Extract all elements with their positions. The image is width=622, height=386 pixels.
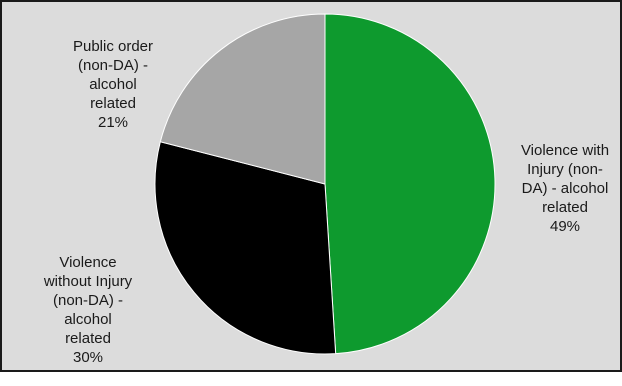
pie-slice-1 — [154, 141, 337, 355]
pie-slice-2 — [159, 13, 326, 185]
slice-label-public-order: Public order (non-DA) - alcohol related … — [54, 18, 172, 151]
slice-percent: 49% — [549, 218, 581, 235]
pie-slice-0 — [324, 13, 496, 355]
slice-label-text: Violence without Injury (non-DA) - alcoh… — [43, 254, 133, 347]
slice-percent: 30% — [72, 349, 104, 366]
slice-label-violence-with-injury: Violence with Injury (non- DA) - alcohol… — [508, 122, 622, 255]
pie-chart — [154, 13, 496, 355]
chart-area: Public order (non-DA) - alcohol related … — [0, 0, 622, 372]
slice-percent: 21% — [97, 114, 129, 131]
slice-label-text: Public order (non-DA) - alcohol related — [72, 38, 154, 112]
slice-label-text: Violence with Injury (non- DA) - alcohol… — [520, 142, 610, 216]
slice-label-violence-without-injury: Violence without Injury (non-DA) - alcoh… — [24, 234, 152, 386]
